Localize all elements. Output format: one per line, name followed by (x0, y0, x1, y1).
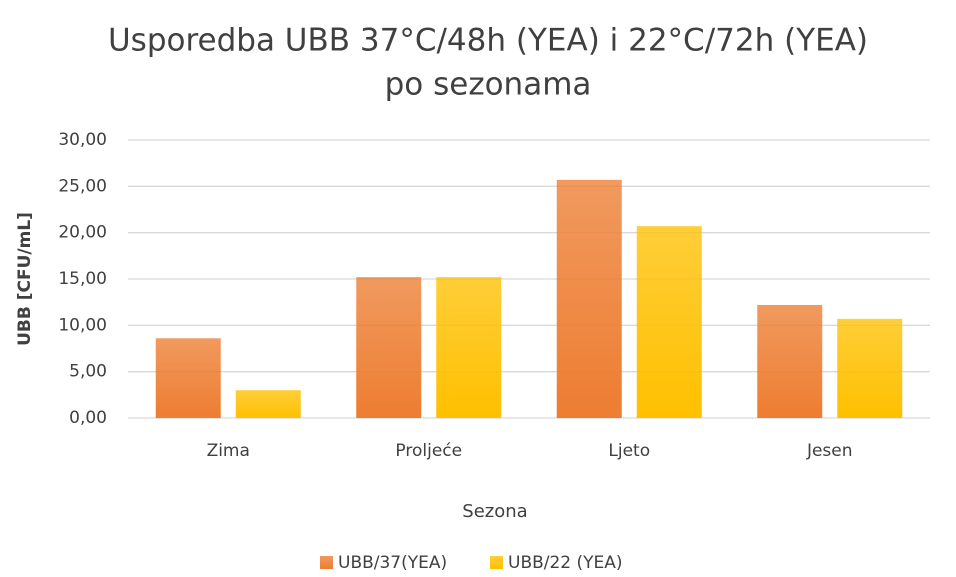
legend-label: UBB/22 (YEA) (508, 553, 623, 573)
y-tick-label: 25,00 (58, 176, 107, 196)
x-axis-label: Sezona (462, 501, 527, 522)
legend-swatch (320, 556, 333, 569)
y-tick-label: 10,00 (58, 315, 107, 335)
y-tick-label: 5,00 (69, 362, 107, 382)
x-tick-label: Proljeće (395, 441, 462, 461)
bar (636, 226, 702, 418)
bar (356, 277, 422, 418)
bar (436, 277, 502, 418)
bar (235, 390, 301, 418)
y-tick-label: 30,00 (58, 130, 107, 150)
bar (837, 318, 903, 418)
y-tick-label: 0,00 (69, 408, 107, 428)
x-tick-label: Zima (207, 441, 250, 461)
chart-title: Usporedba UBB 37°C/48h (YEA) i 22°C/72h … (108, 23, 868, 59)
chart-title: po sezonama (385, 67, 592, 103)
y-tick-label: 20,00 (58, 223, 107, 243)
y-axis-label: UBB [CFU/mL] (15, 212, 35, 346)
bar (556, 179, 622, 418)
bar (757, 304, 823, 418)
x-tick-label: Ljeto (608, 441, 650, 461)
x-tick-label: Jesen (806, 441, 853, 461)
legend-label: UBB/37(YEA) (338, 553, 447, 573)
y-tick-label: 15,00 (58, 269, 107, 289)
legend-swatch (490, 556, 503, 569)
bar (155, 338, 221, 418)
